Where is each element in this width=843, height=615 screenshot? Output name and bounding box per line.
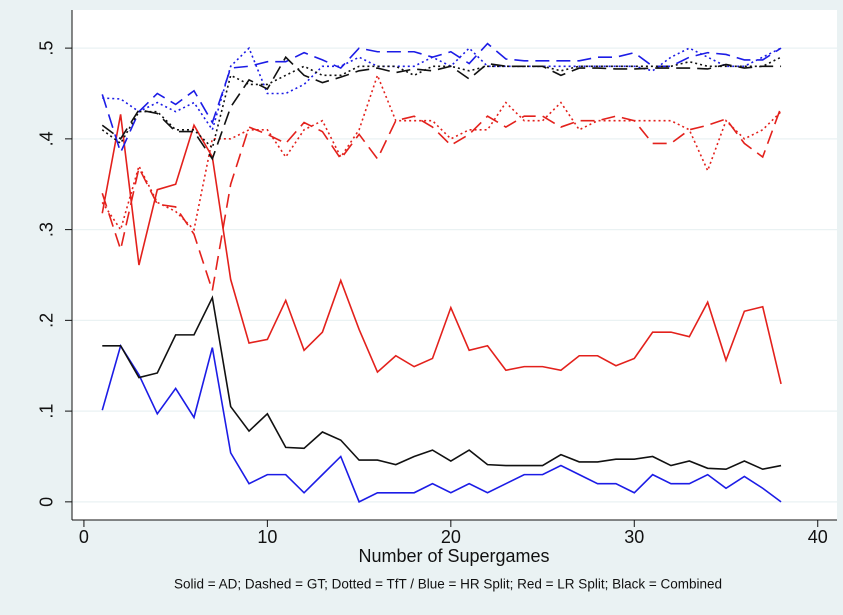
caption: Solid = AD; Dashed = GT; Dotted = TfT / … — [174, 577, 722, 592]
y-tick-label: .1 — [37, 404, 57, 419]
y-tick-label: 0 — [37, 497, 57, 507]
series-line — [101, 73, 782, 232]
x-tick-label: 20 — [441, 527, 461, 547]
y-tick-label: .3 — [37, 222, 57, 237]
x-axis-label: Number of Supergames — [358, 546, 549, 566]
y-tick-label: .5 — [37, 41, 57, 56]
x-tick-label: 10 — [257, 527, 277, 547]
series-line — [102, 295, 782, 471]
series-line — [101, 343, 782, 503]
y-tick-label: .2 — [37, 313, 57, 328]
series-line — [101, 114, 782, 385]
x-tick-label: 0 — [79, 527, 89, 547]
series-line — [101, 56, 782, 150]
x-tick-label: 30 — [624, 527, 644, 547]
y-tick-label: .4 — [37, 131, 57, 146]
plot-area — [72, 10, 837, 520]
x-tick-label: 40 — [808, 527, 828, 547]
series-line — [102, 46, 782, 132]
series-line — [101, 55, 782, 161]
series-line — [101, 106, 782, 291]
